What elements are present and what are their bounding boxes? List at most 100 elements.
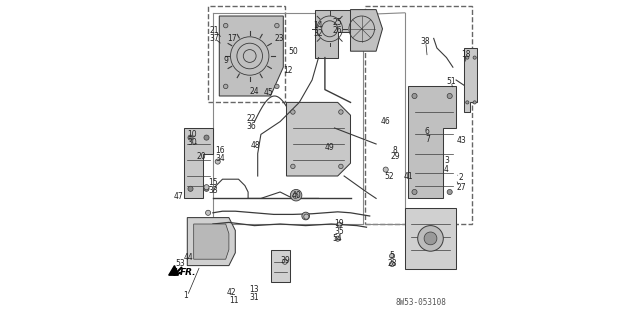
- Polygon shape: [271, 250, 290, 282]
- Text: 29: 29: [390, 152, 400, 161]
- Circle shape: [290, 110, 295, 114]
- Polygon shape: [169, 266, 178, 275]
- Text: 22: 22: [247, 114, 256, 123]
- Text: 4: 4: [444, 165, 449, 174]
- Circle shape: [466, 101, 469, 104]
- Text: 47: 47: [173, 192, 183, 201]
- Text: 45: 45: [264, 88, 274, 97]
- Text: 2: 2: [459, 173, 463, 182]
- Text: 20: 20: [197, 152, 206, 161]
- Polygon shape: [184, 128, 213, 198]
- Polygon shape: [187, 218, 235, 266]
- Circle shape: [188, 135, 193, 140]
- Polygon shape: [287, 102, 350, 176]
- Polygon shape: [194, 224, 229, 259]
- Text: 12: 12: [283, 66, 293, 75]
- Circle shape: [188, 186, 193, 191]
- Circle shape: [383, 167, 389, 172]
- Text: 43: 43: [457, 136, 467, 145]
- Circle shape: [204, 135, 209, 140]
- Circle shape: [224, 84, 228, 89]
- Text: 7: 7: [425, 135, 430, 144]
- Circle shape: [473, 56, 476, 59]
- Text: 46: 46: [381, 117, 390, 126]
- Text: 17: 17: [227, 34, 237, 43]
- Circle shape: [275, 84, 279, 89]
- Text: 5: 5: [390, 252, 394, 260]
- Text: 9: 9: [223, 56, 228, 65]
- Text: 24: 24: [250, 87, 259, 96]
- Text: 26: 26: [333, 26, 343, 35]
- Text: 8: 8: [393, 146, 397, 155]
- Text: 18: 18: [461, 50, 471, 59]
- Text: 38: 38: [421, 37, 431, 46]
- Text: 6: 6: [425, 127, 430, 136]
- Polygon shape: [315, 10, 350, 58]
- Text: 32: 32: [313, 29, 324, 38]
- Circle shape: [215, 159, 220, 164]
- Text: 40: 40: [292, 191, 301, 200]
- Text: 33: 33: [208, 186, 218, 195]
- Polygon shape: [405, 208, 456, 269]
- Text: 41: 41: [403, 172, 413, 180]
- Text: 30: 30: [187, 138, 197, 147]
- Text: 15: 15: [208, 178, 218, 187]
- Text: 52: 52: [384, 172, 394, 180]
- Polygon shape: [408, 86, 456, 198]
- Circle shape: [339, 110, 343, 114]
- Polygon shape: [464, 48, 477, 112]
- Circle shape: [337, 222, 342, 227]
- Text: FR.: FR.: [180, 268, 197, 277]
- Text: 3: 3: [444, 156, 449, 164]
- Circle shape: [275, 23, 279, 28]
- Text: 53: 53: [175, 260, 185, 268]
- Circle shape: [412, 93, 417, 99]
- Text: 14: 14: [313, 21, 324, 30]
- Text: 36: 36: [247, 122, 256, 131]
- Text: 8W53-053108: 8W53-053108: [396, 298, 447, 307]
- Text: 44: 44: [184, 253, 194, 262]
- Text: 51: 51: [447, 77, 456, 86]
- Circle shape: [304, 214, 309, 219]
- Bar: [208, 6, 285, 102]
- Text: 39: 39: [280, 256, 290, 265]
- Circle shape: [204, 186, 209, 191]
- Circle shape: [466, 56, 469, 59]
- Text: 42: 42: [227, 288, 236, 297]
- Polygon shape: [350, 10, 382, 51]
- Circle shape: [293, 193, 298, 198]
- Circle shape: [418, 226, 443, 251]
- Circle shape: [204, 185, 209, 190]
- Bar: [365, 6, 472, 224]
- Text: 10: 10: [187, 130, 197, 139]
- Text: 28: 28: [387, 260, 397, 268]
- Text: 13: 13: [250, 285, 259, 294]
- Circle shape: [290, 189, 302, 201]
- Text: 25: 25: [333, 18, 343, 27]
- Circle shape: [206, 210, 211, 215]
- Text: 11: 11: [229, 296, 238, 305]
- Circle shape: [424, 232, 437, 245]
- Text: 34: 34: [215, 154, 225, 163]
- Text: 48: 48: [250, 141, 260, 150]
- Circle shape: [339, 164, 343, 169]
- Circle shape: [224, 23, 228, 28]
- Text: 49: 49: [325, 143, 334, 152]
- Circle shape: [335, 236, 340, 241]
- Circle shape: [390, 253, 395, 259]
- Polygon shape: [219, 16, 283, 96]
- Text: 37: 37: [210, 34, 219, 43]
- Text: 23: 23: [275, 34, 284, 43]
- Circle shape: [290, 164, 295, 169]
- Text: 54: 54: [333, 234, 343, 243]
- Text: 50: 50: [288, 47, 297, 56]
- Text: 16: 16: [215, 146, 225, 155]
- Circle shape: [282, 259, 287, 264]
- Circle shape: [447, 189, 452, 195]
- Text: 31: 31: [250, 293, 259, 302]
- Circle shape: [447, 93, 452, 99]
- Circle shape: [302, 212, 310, 220]
- Circle shape: [390, 261, 395, 267]
- Text: 35: 35: [334, 228, 344, 236]
- Text: 19: 19: [334, 220, 344, 228]
